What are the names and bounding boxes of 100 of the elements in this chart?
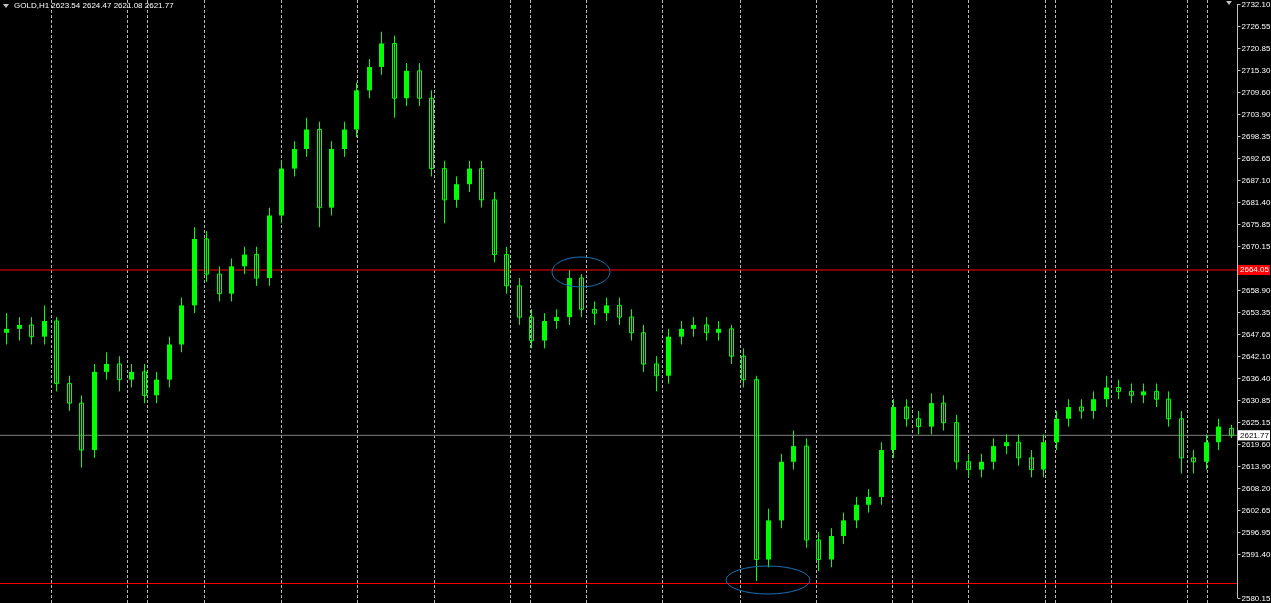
y-tick-label: 2580.15 [1241, 593, 1271, 603]
y-tick-label: 2619.60 [1241, 439, 1271, 449]
candlestick [242, 246, 247, 275]
candlestick [716, 320, 721, 342]
candlestick [741, 347, 746, 388]
candlestick [966, 453, 971, 478]
candlestick [1016, 433, 1021, 467]
candlestick [117, 355, 122, 392]
y-tick-label: 2613.90 [1241, 461, 1271, 471]
candlestick [1204, 433, 1209, 471]
y-tick-label: 2715.30 [1241, 65, 1271, 75]
candlestick [866, 488, 871, 514]
candlestick [904, 398, 909, 428]
y-tick-label: 2709.60 [1241, 87, 1271, 97]
chart-title: GOLD,H1 2623.54 2624.47 2621.08 2621.77 [14, 1, 174, 10]
y-tick-label: 2675.85 [1241, 219, 1271, 229]
candlestick [317, 121, 322, 228]
candlestick [454, 175, 459, 209]
candlestick [754, 375, 759, 582]
y-tick-label: 2630.85 [1241, 395, 1271, 405]
candlestick [1154, 383, 1159, 408]
candlestick [142, 363, 147, 404]
candlestick [1091, 390, 1096, 420]
y-tick-label: 2703.90 [1241, 109, 1271, 119]
y-tick-label: 2726.55 [1241, 21, 1271, 31]
y-tick-label: 2720.85 [1241, 43, 1271, 53]
candlestick [392, 35, 397, 119]
y-tick-label: 2698.35 [1241, 131, 1271, 141]
y-tick-label: 2692.65 [1241, 153, 1271, 163]
candlestick [829, 527, 834, 568]
y-tick-label: 2658.90 [1241, 285, 1271, 295]
candlestick [1079, 398, 1084, 420]
y-tick-label: 2732.10 [1241, 0, 1271, 9]
candlestick [1029, 449, 1034, 478]
candlestick [429, 89, 434, 177]
y-tick-label: 2653.35 [1241, 307, 1271, 317]
candlestick [42, 304, 47, 345]
candlestick [504, 246, 509, 295]
candlestick [617, 297, 622, 326]
candlestick [342, 121, 347, 158]
candlestick [929, 392, 934, 435]
candlestick [804, 437, 809, 549]
ref-line-label: 2621.77 [1240, 430, 1270, 440]
candlestick [79, 394, 84, 469]
candlestick [1191, 449, 1196, 474]
candlestick [442, 160, 447, 224]
candlestick [204, 230, 209, 283]
candlestick [154, 371, 159, 404]
candlestick [304, 117, 309, 158]
candlestick [54, 316, 59, 392]
candlestick [479, 160, 484, 209]
candlestick [292, 140, 297, 177]
candlestick [254, 246, 259, 287]
candlestick [1066, 398, 1071, 428]
candlestick [4, 312, 9, 345]
candlestick [492, 191, 497, 263]
candlestick [1004, 433, 1009, 455]
candlestick [629, 308, 634, 342]
y-tick-label: 2596.95 [1241, 527, 1271, 537]
y-tick-label: 2602.65 [1241, 505, 1271, 515]
candlestick [379, 31, 384, 76]
candlestick [1054, 410, 1059, 451]
candlestick [29, 316, 34, 345]
y-tick-label: 2625.15 [1241, 417, 1271, 427]
candlestick [1129, 383, 1134, 404]
candlestick [691, 316, 696, 338]
candlestick [1216, 418, 1221, 451]
candlestick [417, 62, 422, 107]
y-tick-label: 2636.40 [1241, 373, 1271, 383]
candlestick [704, 316, 709, 342]
candlestick [954, 414, 959, 471]
candlestick [841, 512, 846, 545]
candlestick [941, 394, 946, 431]
candlestick [554, 308, 559, 330]
candlestick [1104, 375, 1109, 408]
candlestick [641, 324, 646, 373]
candlestick [916, 410, 921, 435]
candlestick [17, 316, 22, 342]
y-tick-label: 2608.20 [1241, 483, 1271, 493]
y-tick-label: 2591.40 [1241, 549, 1271, 559]
candlestick [592, 300, 597, 326]
candlestick [67, 375, 72, 412]
y-tick-label: 2642.10 [1241, 351, 1271, 361]
candlestick [529, 308, 534, 349]
candlestick [791, 429, 796, 471]
candlestick [1166, 390, 1171, 428]
y-tick-label: 2670.15 [1241, 241, 1271, 251]
candlestick [1116, 379, 1121, 400]
y-tick-label: 2647.65 [1241, 329, 1271, 339]
y-tick-label: 2681.40 [1241, 197, 1271, 207]
candlestick [604, 297, 609, 322]
candlestick [217, 265, 222, 302]
candlestick [467, 160, 472, 193]
candlestick [542, 312, 547, 349]
candlestick [816, 531, 821, 572]
candlestick [679, 320, 684, 345]
candlestick [367, 58, 372, 99]
candlestick [579, 273, 584, 318]
candlestick [104, 351, 109, 381]
candlestick [1141, 383, 1146, 404]
